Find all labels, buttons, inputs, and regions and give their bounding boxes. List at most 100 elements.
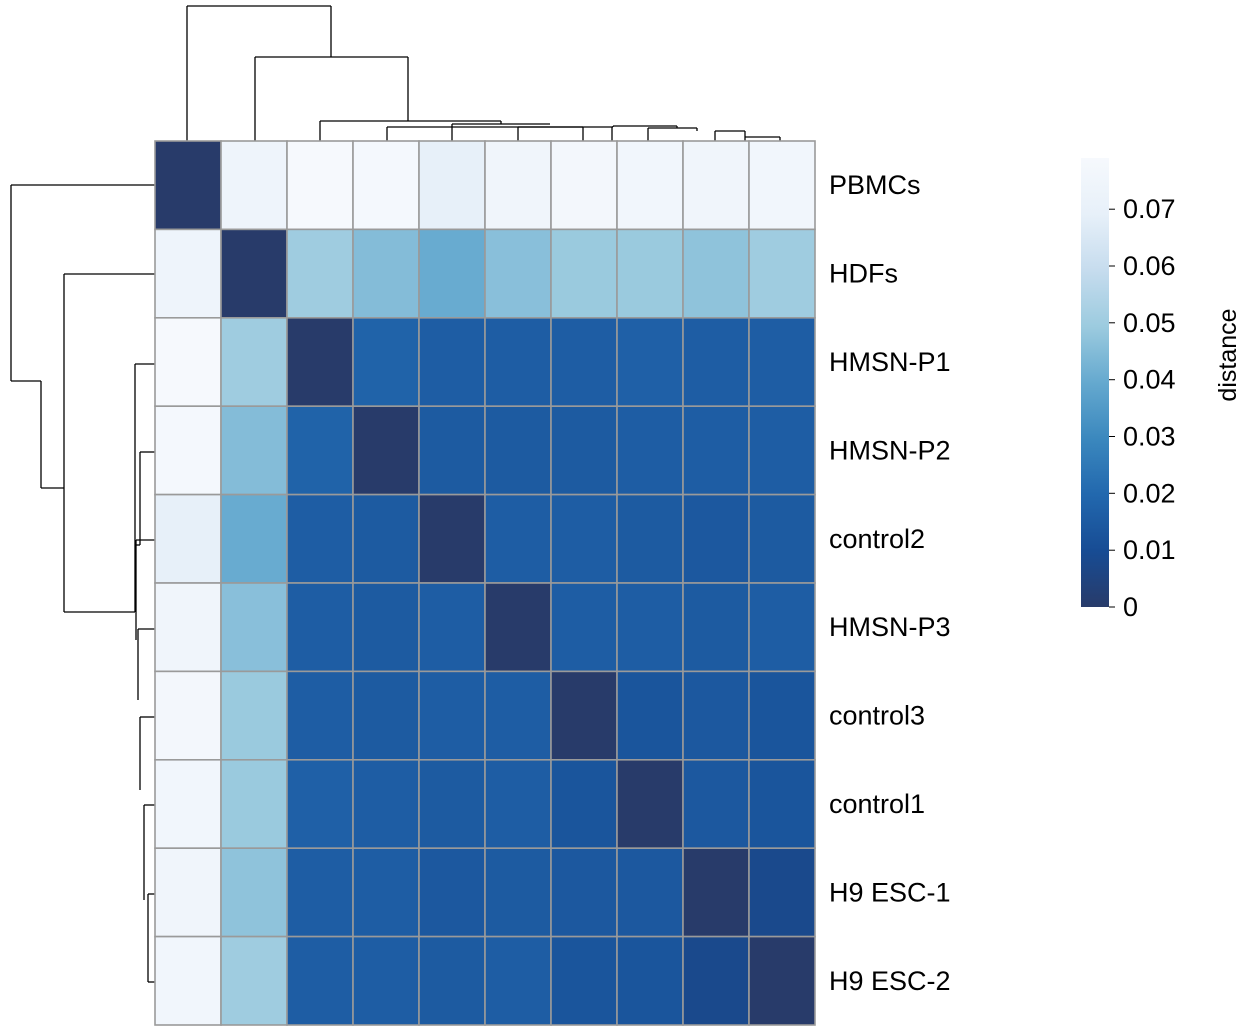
heatmap-cell-9-10 <box>748 847 816 938</box>
heatmap-cell-3-3 <box>286 316 354 407</box>
heatmap-cell-10-6 <box>484 935 552 1026</box>
heatmap-cell-5-4 <box>352 493 420 584</box>
colorbar-gradient <box>1081 158 1109 607</box>
heatmap-cell-9-3 <box>286 847 354 938</box>
heatmap-cell-8-3 <box>286 758 354 849</box>
heatmap-cell-7-7 <box>550 670 618 761</box>
heatmap-cell-3-9 <box>682 316 750 407</box>
heatmap-cell-9-2 <box>220 847 288 938</box>
heatmap-cell-1-3 <box>286 140 354 231</box>
heatmap-cell-6-4 <box>352 582 420 673</box>
heatmap-cell-8-6 <box>484 758 552 849</box>
colorbar-tick-label-1: 0 <box>1123 592 1138 622</box>
heatmap-cell-4-2 <box>220 405 288 496</box>
heatmap-cell-9-6 <box>484 847 552 938</box>
heatmap-cell-2-6 <box>484 228 552 319</box>
heatmap-cell-10-2 <box>220 935 288 1026</box>
colorbar-label: distance <box>1214 308 1242 401</box>
heatmap-cell-5-1 <box>154 493 222 584</box>
heatmap-cell-9-4 <box>352 847 420 938</box>
row-label-3: HMSN-P1 <box>829 347 951 377</box>
heatmap-cell-7-8 <box>616 670 684 761</box>
row-dendrogram <box>10 184 155 983</box>
heatmap-cell-3-10 <box>748 316 816 407</box>
heatmap-cell-7-1 <box>154 670 222 761</box>
row-label-8: control1 <box>829 789 925 819</box>
heatmap-cell-1-8 <box>616 140 684 231</box>
heatmap-cell-10-3 <box>286 935 354 1026</box>
heatmap-cell-8-5 <box>418 758 486 849</box>
colorbar-tick-label-5: 0.04 <box>1123 365 1176 395</box>
heatmap-cell-8-8 <box>616 758 684 849</box>
heatmap-cell-7-3 <box>286 670 354 761</box>
heatmap-cell-4-10 <box>748 405 816 496</box>
heatmap-cell-7-5 <box>418 670 486 761</box>
heatmap-cell-5-2 <box>220 493 288 584</box>
heatmap-cell-10-10 <box>748 935 816 1026</box>
heatmap-cell-4-3 <box>286 405 354 496</box>
heatmap-cell-3-2 <box>220 316 288 407</box>
heatmap-cell-2-7 <box>550 228 618 319</box>
heatmap-cell-2-2 <box>220 228 288 319</box>
heatmap-cell-5-8 <box>616 493 684 584</box>
heatmap-cell-1-7 <box>550 140 618 231</box>
colorbar-tick-label-6: 0.05 <box>1123 308 1176 338</box>
heatmap-cell-8-1 <box>154 758 222 849</box>
column-dendrogram <box>186 5 781 141</box>
heatmap-cell-6-9 <box>682 582 750 673</box>
heatmap-cell-10-4 <box>352 935 420 1026</box>
heatmap-cell-2-8 <box>616 228 684 319</box>
row-label-1: PBMCs <box>829 170 921 200</box>
heatmap-cell-2-1 <box>154 228 222 319</box>
heatmap-cell-10-1 <box>154 935 222 1026</box>
heatmap-cell-10-8 <box>616 935 684 1026</box>
heatmap-cell-6-8 <box>616 582 684 673</box>
heatmap-cell-6-6 <box>484 582 552 673</box>
heatmap-cell-9-8 <box>616 847 684 938</box>
colorbar-tick-label-8: 0.07 <box>1123 194 1176 224</box>
row-label-7: control3 <box>829 701 925 731</box>
heatmap-cell-4-6 <box>484 405 552 496</box>
heatmap-cell-6-5 <box>418 582 486 673</box>
heatmap-cell-6-1 <box>154 582 222 673</box>
heatmap-cell-8-7 <box>550 758 618 849</box>
heatmap-cell-10-9 <box>682 935 750 1026</box>
heatmap-cell-8-10 <box>748 758 816 849</box>
heatmap-cell-4-5 <box>418 405 486 496</box>
heatmap-cell-3-7 <box>550 316 618 407</box>
heatmap-cell-4-4 <box>352 405 420 496</box>
heatmap-cell-1-2 <box>220 140 288 231</box>
row-label-9: H9 ESC-1 <box>829 877 951 907</box>
heatmap-cell-7-10 <box>748 670 816 761</box>
heatmap-cell-2-5 <box>418 228 486 319</box>
heatmap-cell-8-4 <box>352 758 420 849</box>
heatmap-cell-9-7 <box>550 847 618 938</box>
colorbar-tick-label-7: 0.06 <box>1123 251 1176 281</box>
heatmap-cell-7-4 <box>352 670 420 761</box>
heatmap-cell-6-7 <box>550 582 618 673</box>
heatmap-cell-1-1 <box>154 140 222 231</box>
heatmap-cell-9-1 <box>154 847 222 938</box>
heatmap-cell-2-4 <box>352 228 420 319</box>
heatmap-cell-1-4 <box>352 140 420 231</box>
heatmap-cell-9-9 <box>682 847 750 938</box>
row-labels: PBMCs HDFs HMSN-P1 HMSN-P2 control2 HMSN-P3 co… <box>829 170 951 996</box>
colorbar-tick-label-3: 0.02 <box>1123 478 1176 508</box>
heatmap-cell-7-9 <box>682 670 750 761</box>
row-label-5: control2 <box>829 524 925 554</box>
heatmap-cell-3-6 <box>484 316 552 407</box>
heatmap-cell-6-3 <box>286 582 354 673</box>
heatmap-cell-5-5 <box>418 493 486 584</box>
colorbar-tick-label-4: 0.03 <box>1123 422 1176 452</box>
colorbar-tick-label-2: 0.01 <box>1123 535 1176 565</box>
heatmap-cell-6-2 <box>220 582 288 673</box>
row-label-10: H9 ESC-2 <box>829 966 951 996</box>
row-label-4: HMSN-P2 <box>829 435 951 465</box>
heatmap-cell-5-9 <box>682 493 750 584</box>
heatmap-cell-3-5 <box>418 316 486 407</box>
heatmap-cell-7-6 <box>484 670 552 761</box>
heatmap-cell-4-7 <box>550 405 618 496</box>
heatmap-cell-2-3 <box>286 228 354 319</box>
heatmap-cell-5-10 <box>748 493 816 584</box>
